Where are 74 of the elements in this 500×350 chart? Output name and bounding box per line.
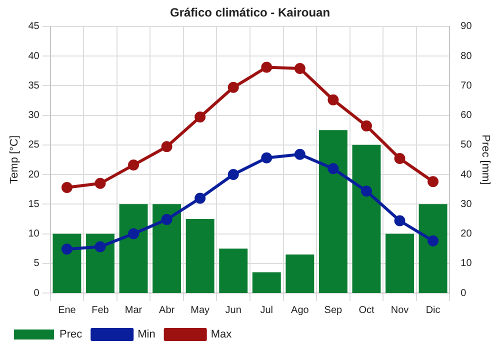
x-tick-label: Jun <box>225 304 242 316</box>
y-tick-label: 10 <box>28 228 40 240</box>
x-tick-label: Feb <box>92 304 110 316</box>
bar <box>186 218 214 293</box>
y-tick-label: 25 <box>28 140 40 151</box>
y-tick-label: 5 <box>34 258 40 270</box>
y-tick-label: 0 <box>34 288 40 299</box>
x-tick-label: Dic <box>426 304 440 316</box>
chart-title: Gráfico climático - Kairouan <box>170 6 330 20</box>
point <box>261 62 272 73</box>
y-tick-label: 35 <box>28 80 40 92</box>
y2-tick-label: 60 <box>460 110 472 122</box>
point <box>161 141 172 152</box>
point <box>61 244 72 255</box>
point <box>128 228 140 240</box>
y2-tick-label: 90 <box>460 21 472 32</box>
point <box>360 186 372 197</box>
bar <box>252 272 281 293</box>
legend-label: Min <box>138 328 156 341</box>
y2-tick-label: 0 <box>460 288 467 299</box>
point <box>228 169 239 180</box>
y2-tick-label: 20 <box>460 228 472 240</box>
point <box>294 62 306 74</box>
y-axis-title: Temp [°C] <box>8 135 21 184</box>
x-tick-label: Jul <box>260 304 274 316</box>
point <box>94 241 106 252</box>
bar <box>318 130 348 293</box>
point <box>328 163 339 174</box>
point <box>394 153 406 164</box>
legend-label: Prec <box>60 328 83 341</box>
bar <box>418 204 448 293</box>
y-tick-label: 15 <box>28 198 40 210</box>
bar <box>286 254 314 293</box>
point <box>394 215 406 226</box>
bar <box>152 204 182 293</box>
y-tick-label: 45 <box>28 21 40 32</box>
x-tick-label: Ene <box>58 304 76 316</box>
y2-tick-label: 70 <box>460 80 472 92</box>
point <box>161 214 172 226</box>
bar <box>386 234 414 293</box>
bar <box>352 144 381 293</box>
bar <box>119 204 148 293</box>
point <box>360 120 372 132</box>
y-tick-label: 40 <box>28 50 40 62</box>
x-tick-label: Ago <box>291 304 310 316</box>
bar <box>219 248 248 293</box>
y2-tick-label: 40 <box>460 169 472 180</box>
x-tick-label: Oct <box>358 304 374 316</box>
point <box>328 94 339 106</box>
point <box>194 112 206 123</box>
point <box>428 176 439 188</box>
x-tick-label: Nov <box>390 304 409 316</box>
y-tick-label: 30 <box>28 110 40 122</box>
point <box>94 178 106 189</box>
x-tick-label: Mar <box>124 304 143 316</box>
y2-tick-label: 80 <box>460 50 472 62</box>
point <box>228 82 239 93</box>
y2-tick-label: 10 <box>460 258 472 270</box>
point <box>128 160 140 171</box>
point <box>261 152 272 164</box>
point <box>294 148 306 160</box>
x-tick-label: Abr <box>159 304 176 316</box>
legend-label: Max <box>210 328 232 341</box>
y2-tick-label: 30 <box>460 198 472 210</box>
y2-axis-title: Prec [mm] <box>479 134 492 185</box>
y2-tick-label: 50 <box>460 140 472 151</box>
x-tick-label: May <box>190 304 210 316</box>
point <box>194 192 206 204</box>
bar <box>52 234 82 293</box>
x-tick-label: Sep <box>324 304 343 316</box>
bar <box>86 234 114 293</box>
point <box>428 235 439 246</box>
y-tick-label: 20 <box>28 169 40 180</box>
point <box>61 182 72 194</box>
